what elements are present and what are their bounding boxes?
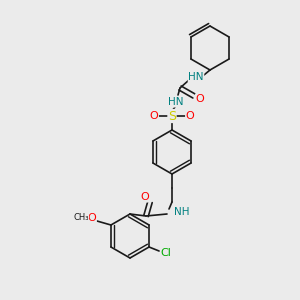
Text: S: S	[168, 110, 176, 122]
Text: HN: HN	[188, 72, 204, 82]
Text: Cl: Cl	[160, 248, 172, 258]
Text: O: O	[196, 94, 204, 104]
Text: NH: NH	[174, 207, 190, 217]
Text: O: O	[88, 213, 96, 223]
Text: HN: HN	[168, 97, 184, 107]
Text: O: O	[141, 192, 149, 202]
Text: O: O	[186, 111, 194, 121]
Text: CH₃: CH₃	[73, 214, 89, 223]
Text: O: O	[150, 111, 158, 121]
